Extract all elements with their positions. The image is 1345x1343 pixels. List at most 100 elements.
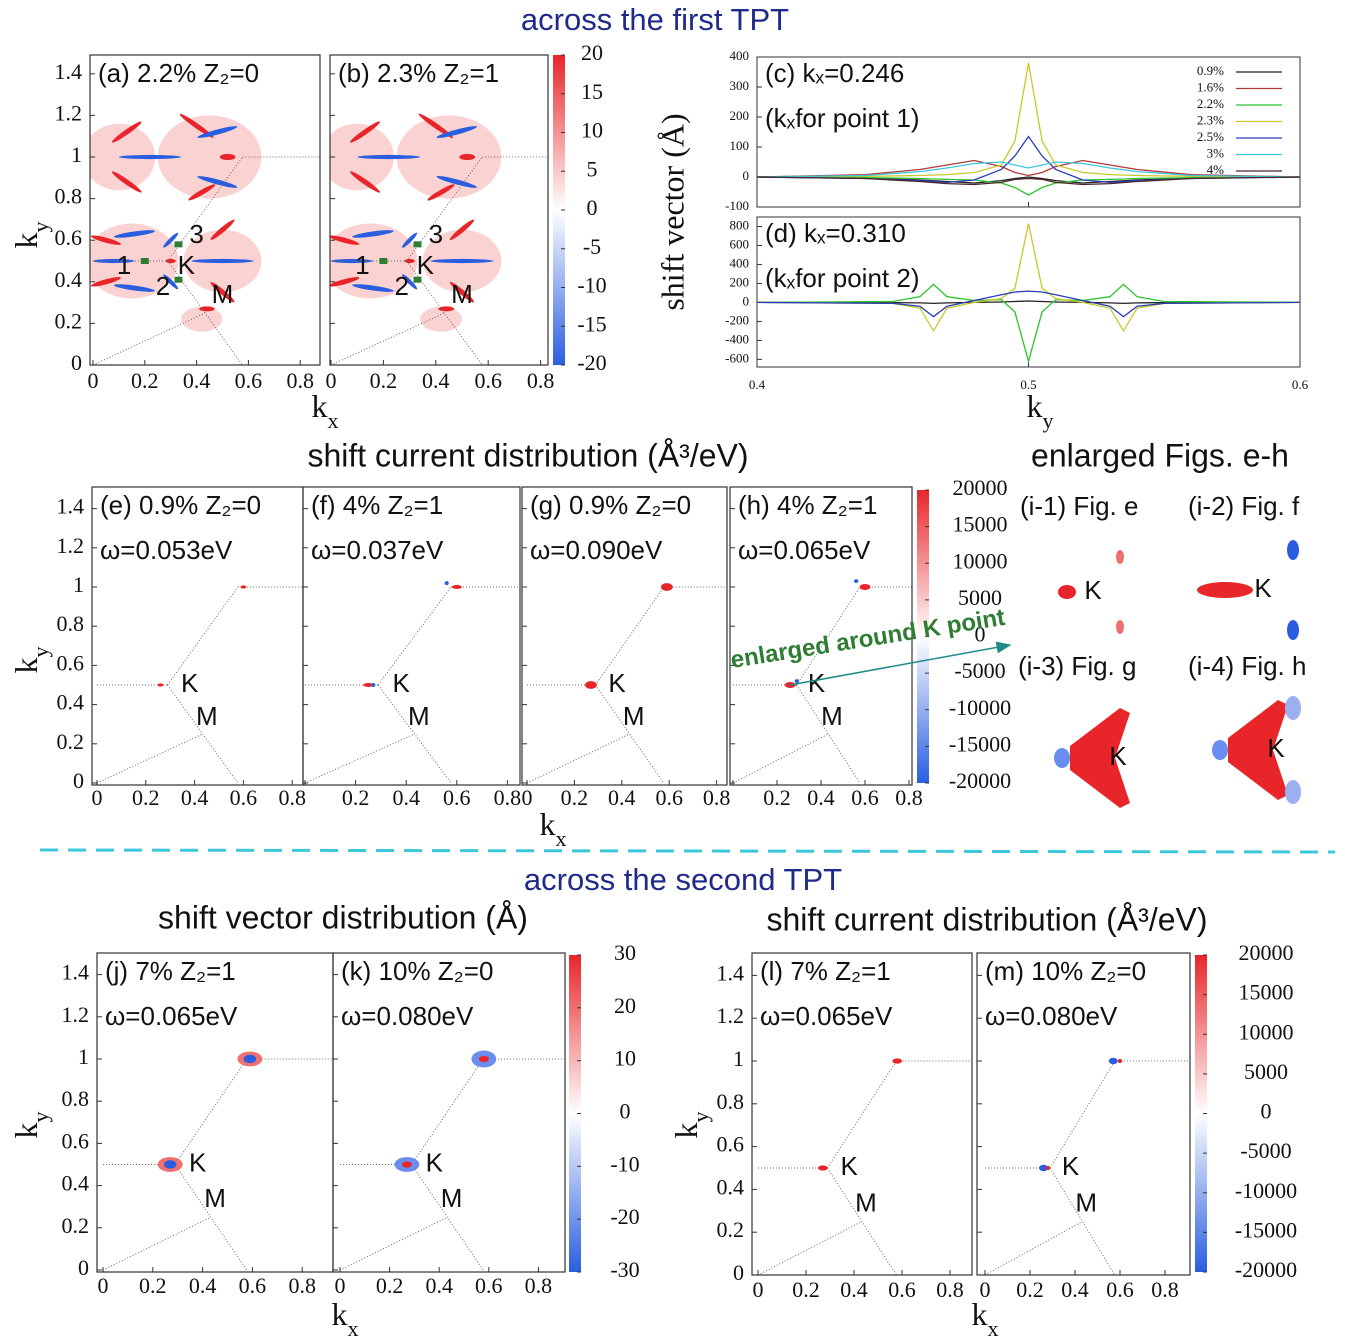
k-point-label: M [451, 279, 473, 309]
panel-label: (l) 7% Z₂=1 [760, 956, 891, 986]
x-tick-label: 0.2 [139, 1273, 167, 1298]
axis-label-sub: y [28, 222, 53, 233]
panel-frequency: ω=0.065eV [105, 1001, 238, 1031]
axis-label: kx [972, 1296, 999, 1340]
panel-frame [332, 952, 566, 1273]
k-point-label: M [821, 701, 843, 731]
map-feature [349, 171, 381, 193]
series-line [757, 161, 1300, 178]
colorbar-tick-label: -30 [610, 1257, 639, 1282]
map-feature [90, 277, 121, 287]
map-feature [118, 154, 182, 160]
x-tick-label: 0.8 [895, 785, 923, 810]
panel-label: (b) 2.3% Z₂=1 [338, 58, 499, 88]
inset-feature [1285, 696, 1301, 720]
y-tick-label: 0.2 [55, 308, 83, 333]
axis-label-sub: y [28, 647, 53, 658]
inset-feature [1116, 550, 1124, 564]
colorbar-tick-label: 15000 [1239, 980, 1294, 1005]
x-tick-label: 0.6 [655, 785, 683, 810]
y-tick-label: -100 [725, 198, 749, 213]
x-tick-label: 0.4 [749, 377, 766, 392]
colorbar-tick-label: 30 [614, 940, 636, 965]
series-line [757, 176, 1300, 186]
map-feature [111, 121, 142, 143]
panel-frame [521, 486, 728, 786]
map-feature [188, 184, 216, 201]
inset-feature [1287, 540, 1299, 560]
y-tick-label: 0.6 [55, 225, 83, 250]
series-line [757, 176, 1300, 196]
y-tick-label: 1.4 [57, 494, 85, 519]
x-tick-label: 0.8 [936, 1277, 964, 1302]
y-tick-label: 100 [730, 138, 750, 153]
k-point-label: 2 [395, 271, 409, 301]
y-tick-label: 0.6 [717, 1132, 745, 1157]
map-feature [163, 232, 179, 248]
k-point-label: M [212, 279, 234, 309]
x-tick-label: 0.6 [230, 785, 258, 810]
panel-frequency: ω=0.080eV [341, 1001, 474, 1031]
map-feature [478, 1055, 489, 1063]
y-tick-label: 0.6 [57, 650, 85, 675]
inset-feature [1054, 748, 1070, 768]
colorbar-tick-label: -5 [583, 234, 601, 259]
legend-label: 2.2% [1197, 96, 1224, 111]
x-tick-label: 0.2 [376, 1273, 404, 1298]
k-point-label: M [855, 1187, 877, 1217]
bz-edge [102, 1216, 212, 1271]
x-tick-label: 0.6 [443, 785, 471, 810]
map-feature [210, 219, 235, 240]
y-tick-label: 0 [71, 350, 82, 375]
bz-edge [1049, 1060, 1116, 1169]
panel-frame [89, 54, 321, 366]
bz-edge [167, 684, 239, 784]
colorbar-tick-label: -5000 [954, 658, 1005, 683]
series-line [757, 159, 1300, 178]
legend-label: 0.9% [1197, 63, 1224, 78]
colorbar-tick-label: 0 [587, 195, 598, 220]
y-tick-label: 0.4 [57, 690, 85, 715]
heading: across the first TPT [521, 2, 789, 37]
map-feature [449, 219, 475, 241]
x-tick-label: 0.4 [1061, 1277, 1089, 1302]
x-tick-label: 0 [522, 785, 533, 810]
title: shift current distribution (Å³/eV) [307, 437, 748, 473]
axis-label-sub: y [1043, 408, 1054, 433]
map-feature [396, 115, 502, 199]
x-tick-label: 0 [98, 1273, 109, 1298]
map-feature [111, 171, 142, 193]
axis-label: ky [8, 222, 52, 249]
x-tick-label: 0.6 [1292, 377, 1309, 392]
inset-feature [1058, 585, 1076, 599]
panel-frame [329, 54, 549, 366]
x-tick-label: 0 [326, 368, 337, 393]
map-feature [1108, 1057, 1118, 1065]
y-tick-label: 0 [743, 293, 750, 308]
k-point-label: K [181, 668, 199, 698]
bz-edge [526, 733, 630, 784]
panel-label: (h) 4% Z₂=1 [738, 490, 877, 520]
y-tick-label: 300 [730, 78, 750, 93]
x-tick-label: 0.5 [1020, 377, 1036, 392]
k-point-label: 3 [189, 219, 203, 249]
map-feature [859, 584, 871, 590]
map-feature [363, 683, 374, 687]
bz-edge [167, 586, 239, 686]
k-point-label: K [189, 1147, 207, 1177]
legend-label: 4% [1207, 162, 1225, 177]
x-tick-label: 0.2 [370, 368, 398, 393]
x-tick-label: 0.8 [286, 368, 314, 393]
y-tick-label: 1.4 [717, 960, 745, 985]
x-tick-label: 0.6 [235, 368, 263, 393]
bz-edge [595, 586, 665, 686]
map-feature [157, 683, 164, 687]
map-feature [436, 176, 478, 188]
k-point-label: 2 [156, 271, 170, 301]
y-tick-label: 0 [78, 1255, 89, 1280]
x-tick-label: 0 [92, 785, 103, 810]
axis-label-sub: x [328, 408, 339, 433]
y-tick-label: 1 [71, 142, 82, 167]
y-axis-label: shift vector (Å) [654, 113, 690, 310]
map-feature [436, 126, 478, 138]
